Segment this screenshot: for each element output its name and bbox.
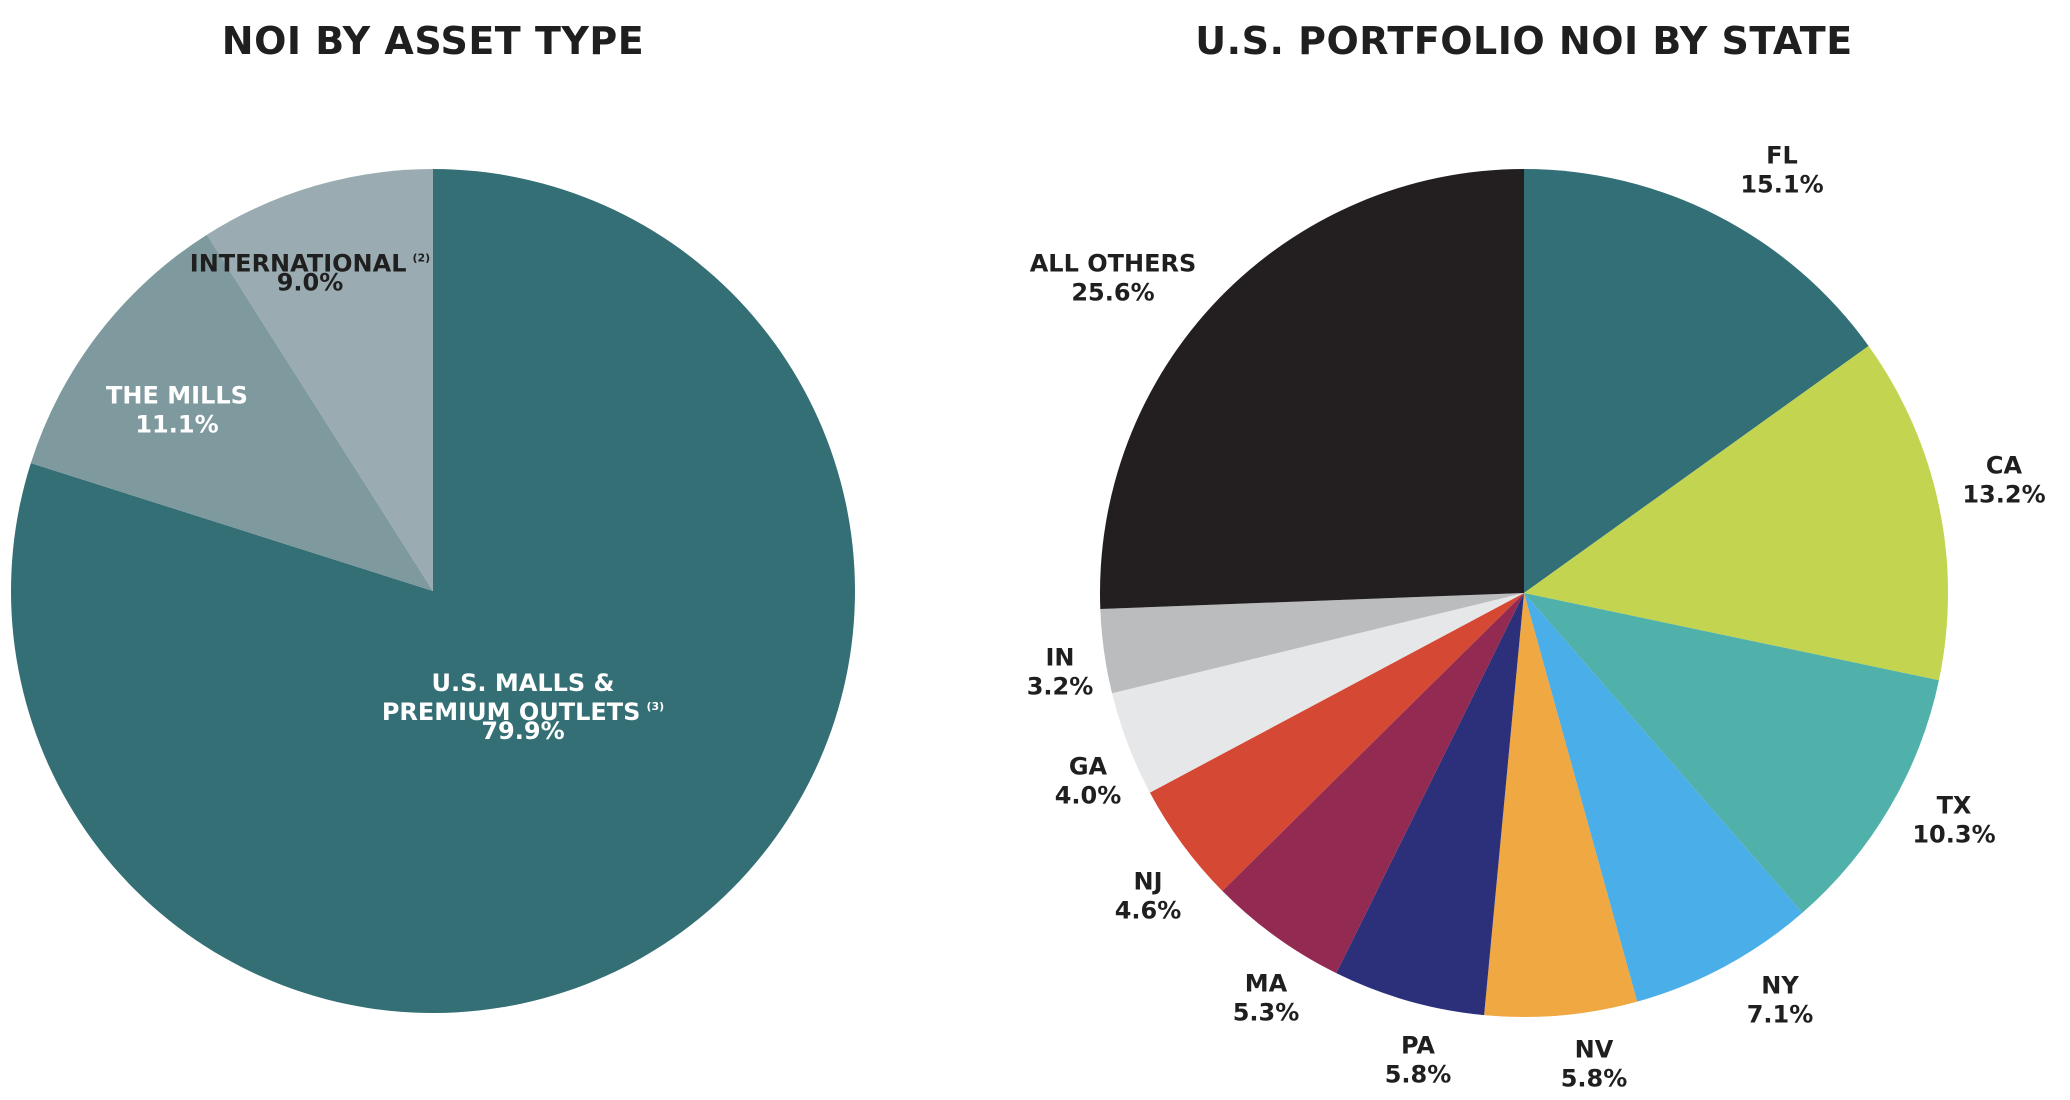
slice-value-label: 10.3%: [1912, 821, 1995, 849]
slice-value-label: 25.6%: [1071, 279, 1154, 307]
slice-value-label: 4.0%: [1055, 782, 1122, 810]
pie-slice-fl: [1524, 169, 1869, 593]
pie-slice-nv: [1484, 593, 1638, 1018]
pie-slice-pa: [1336, 593, 1524, 1016]
pie-slice-all-others: [1099, 169, 1524, 609]
slice-label-international: INTERNATIONAL (2) 9.0%: [190, 250, 430, 297]
slice-label-in: IN 3.2%: [1027, 644, 1094, 701]
slice-label-line: THE MILLS: [106, 382, 248, 410]
slice-label-ga: GA 4.0%: [1055, 753, 1122, 810]
slice-value-label: 11.1%: [135, 411, 218, 439]
slice-label-line: ALL OTHERS: [1030, 250, 1197, 278]
slice-label-tx: TX 10.3%: [1912, 792, 1995, 849]
slice-value-label: 4.6%: [1115, 897, 1182, 925]
chart-title: NOI BY ASSET TYPE: [222, 19, 644, 63]
slice-value-label: 5.8%: [1385, 1061, 1452, 1089]
slice-label-all-others: ALL OTHERS 25.6%: [1030, 250, 1197, 307]
slice-label-line: NY: [1761, 972, 1799, 1000]
slice-label-ma: MA 5.3%: [1233, 970, 1300, 1027]
slice-value-label: 5.3%: [1233, 999, 1300, 1027]
slice-label-nv: NV 5.8%: [1561, 1036, 1628, 1093]
slice-label-line: NJ: [1133, 868, 1162, 896]
slice-label-line: PA: [1401, 1032, 1435, 1060]
slice-label-ca: CA 13.2%: [1962, 452, 2045, 509]
slice-label-nj: NJ 4.6%: [1115, 868, 1182, 925]
slice-value-label: 5.8%: [1561, 1065, 1628, 1093]
pie-slice-ma: [1222, 593, 1524, 974]
pie-chart-state: U.S. PORTFOLIO NOI BY STATE FL 15.1% CA 13.2…: [1027, 19, 2046, 1093]
footnote-marker: (3): [646, 700, 664, 713]
slice-label-the-mills: THE MILLS 11.1%: [106, 382, 248, 439]
slice-label-fl: FL 15.1%: [1740, 142, 1823, 199]
slice-value-label: 9.0%: [277, 269, 344, 297]
slice-label-line: INTERNATIONAL: [190, 250, 407, 278]
pie-chart-asset-type: NOI BY ASSET TYPE U.S. MALLS & PREMIUM OUT…: [10, 19, 855, 1014]
chart-title: U.S. PORTFOLIO NOI BY STATE: [1195, 19, 1852, 63]
pie-slice-international: [206, 169, 433, 591]
pie-slice-ca: [1524, 345, 1949, 681]
slice-value-label: 15.1%: [1740, 171, 1823, 199]
slice-value-label: 13.2%: [1962, 481, 2045, 509]
slice-label-line: NV: [1575, 1036, 1614, 1064]
slice-label-line: PREMIUM OUTLETS: [382, 698, 641, 726]
pie-slice-in: [1100, 593, 1524, 694]
slice-label-u-s-malls-premium-outlets: U.S. MALLS & PREMIUM OUTLETS (3) 79.9%: [382, 669, 664, 745]
slice-value-label: 7.1%: [1747, 1001, 1814, 1029]
slice-value-label: 3.2%: [1027, 673, 1094, 701]
slice-label-line: CA: [1986, 452, 2023, 480]
pie-slice-ny: [1524, 593, 1803, 1002]
slice-label-line: TX: [1937, 792, 1972, 820]
pie-slice-tx: [1524, 593, 1939, 913]
pie-slice-nj: [1149, 593, 1524, 891]
footnote-marker: (2): [413, 252, 431, 265]
slice-label-line: U.S. MALLS &: [432, 669, 615, 697]
pie-slice-the-mills: [30, 234, 434, 591]
slice-label-line: FL: [1766, 142, 1798, 170]
pie-slice-u-s-malls-premium-outlets: [10, 169, 855, 1014]
slice-label-ny: NY 7.1%: [1747, 972, 1814, 1029]
slice-label-pa: PA 5.8%: [1385, 1032, 1452, 1089]
pie-slice-ga: [1112, 593, 1524, 793]
slice-value-label: 79.9%: [481, 717, 564, 745]
slice-label-line: MA: [1245, 970, 1288, 998]
slice-label-line: GA: [1069, 753, 1108, 781]
slice-label-line: IN: [1045, 644, 1074, 672]
